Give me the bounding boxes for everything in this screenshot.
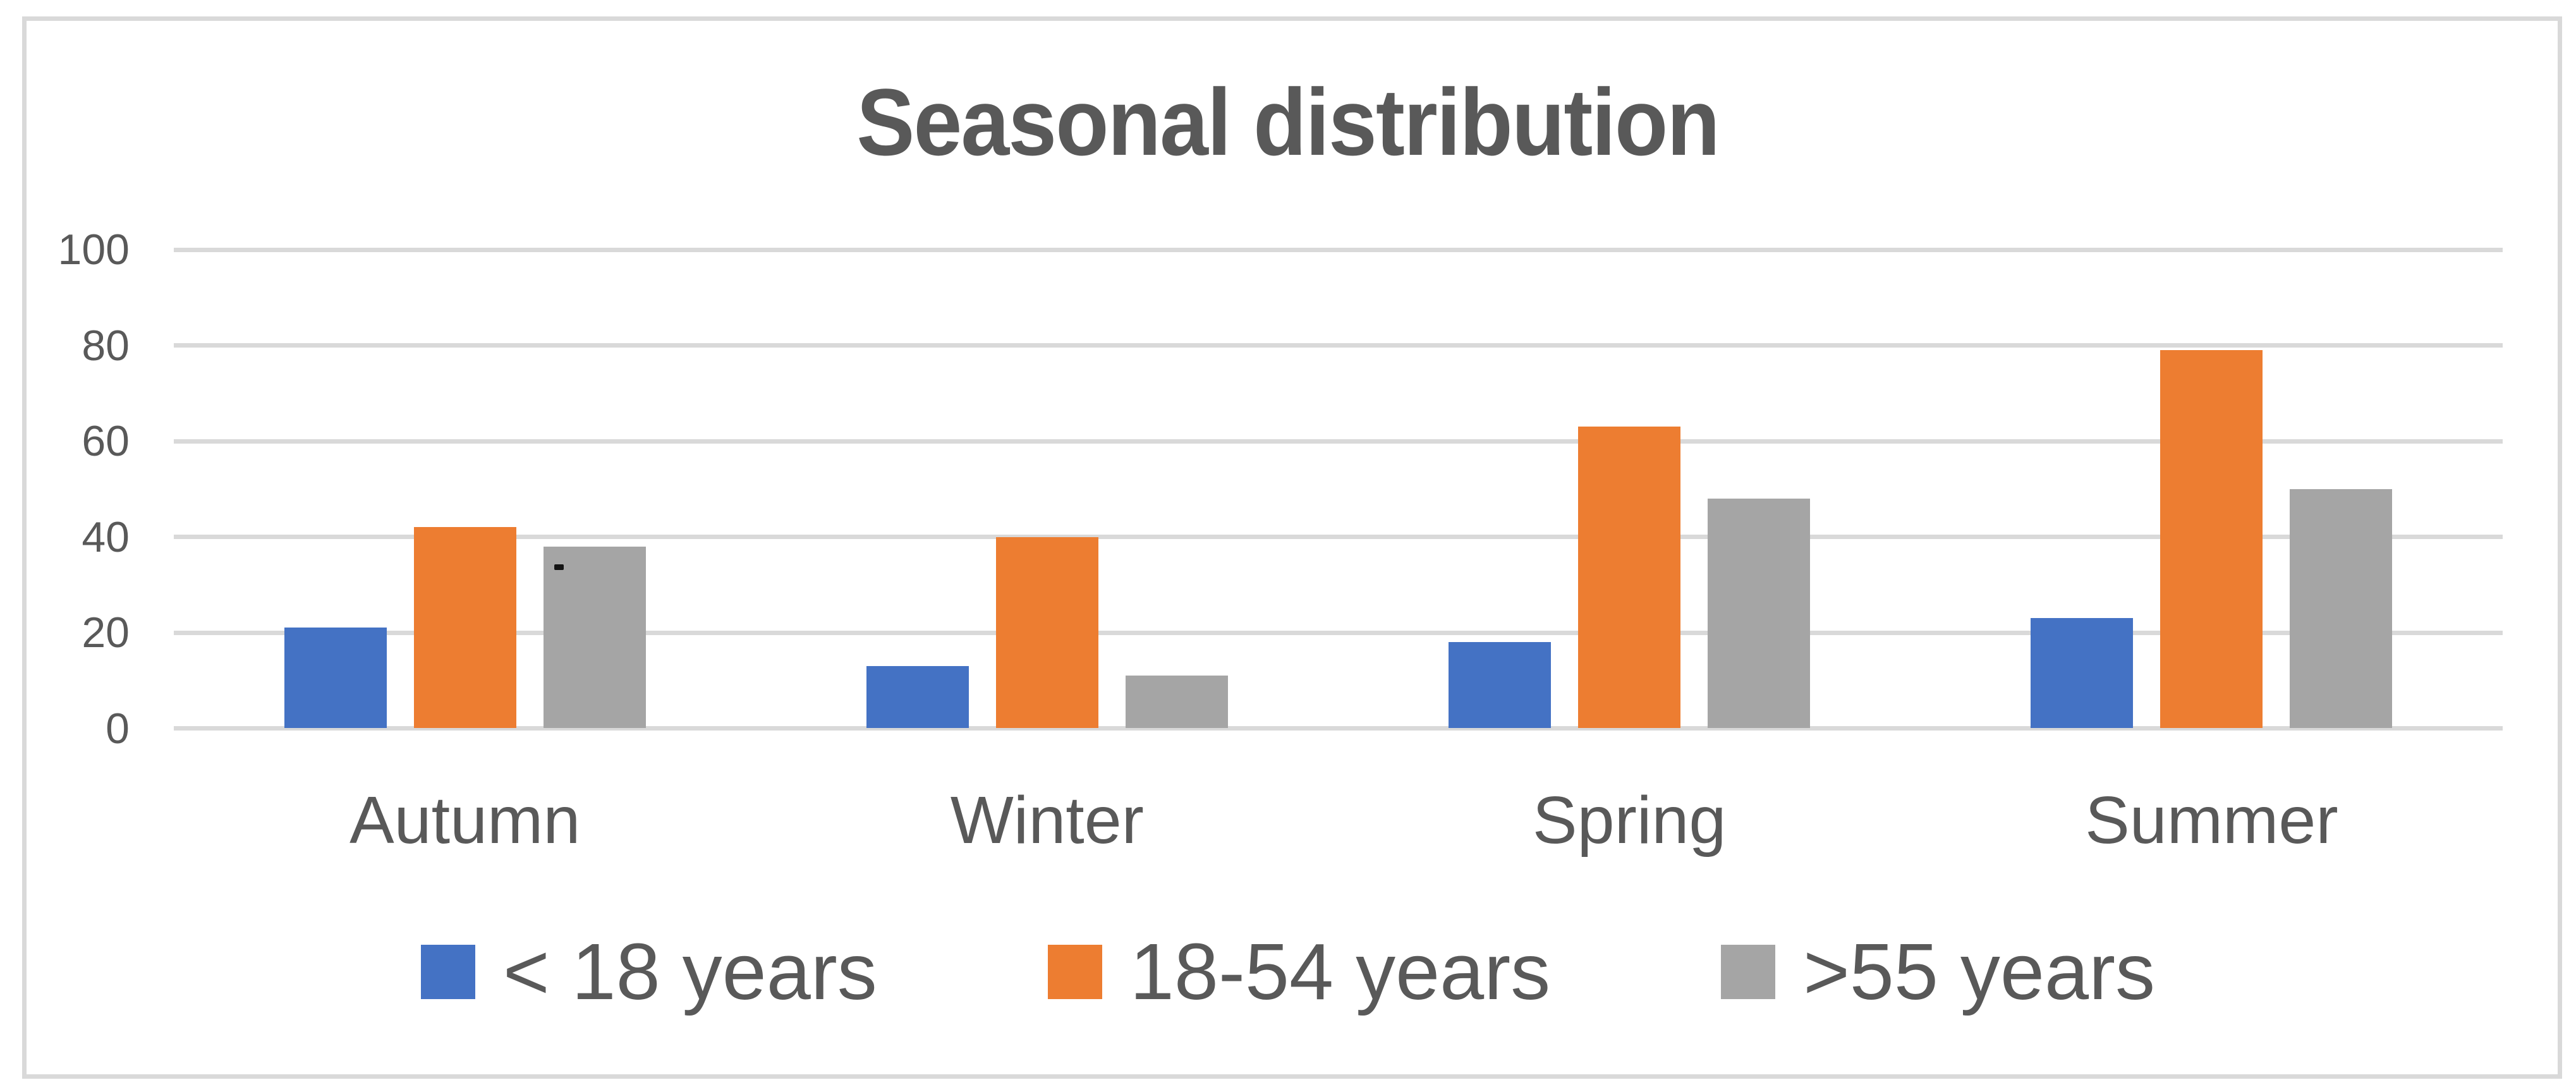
bar-spring-series3 (1708, 498, 1811, 729)
legend-item: >55 years (1721, 928, 2155, 1016)
legend-label: < 18 years (502, 927, 877, 1016)
x-axis-category-label: Winter (950, 783, 1144, 858)
legend-item: 18-54 years (1047, 927, 1551, 1016)
chart-frame-border (22, 16, 2562, 1079)
legend-swatch-icon (420, 945, 475, 999)
bar-autumn-series3 (543, 546, 646, 729)
legend: < 18 years 18-54 years >55 years (0, 928, 2576, 1016)
bar-winter-series2 (995, 537, 1098, 729)
bar-winter-series1 (866, 666, 969, 729)
y-axis-tick-label: 100 (58, 226, 130, 274)
y-axis-tick-label: 0 (106, 704, 130, 753)
bar-summer-series3 (2290, 488, 2393, 729)
stray-mark (554, 564, 564, 570)
bar-summer-series1 (2031, 618, 2134, 729)
y-axis-tick-label: 20 (82, 609, 130, 657)
legend-swatch-icon (1047, 945, 1102, 999)
gridline (174, 535, 2503, 540)
gridline (174, 630, 2503, 635)
bar-summer-series2 (2160, 350, 2263, 729)
y-axis-tick-label: 80 (82, 321, 130, 370)
legend-label: 18-54 years (1129, 927, 1551, 1016)
gridline (174, 247, 2503, 252)
y-axis-tick-label: 60 (82, 417, 130, 466)
legend-swatch-icon (1721, 945, 1776, 999)
gridline (174, 726, 2503, 731)
bar-autumn-series1 (284, 628, 387, 729)
legend-label: >55 years (1803, 927, 2156, 1016)
gridline (174, 439, 2503, 444)
x-axis-category-label: Summer (2085, 783, 2338, 858)
chart-title-text: Seasonal distribution (856, 69, 1720, 175)
bar-spring-series2 (1578, 427, 1681, 729)
bar-winter-series3 (1125, 676, 1228, 729)
bar-spring-series1 (1449, 642, 1552, 729)
chart-title: Seasonal distribution (0, 75, 2576, 169)
gridline (174, 343, 2503, 348)
bar-autumn-series2 (413, 527, 516, 729)
x-axis-category-label: Autumn (349, 783, 581, 858)
y-axis-tick-label: 40 (82, 513, 130, 561)
legend-item: < 18 years (420, 927, 877, 1016)
x-axis-category-label: Spring (1532, 783, 1727, 858)
